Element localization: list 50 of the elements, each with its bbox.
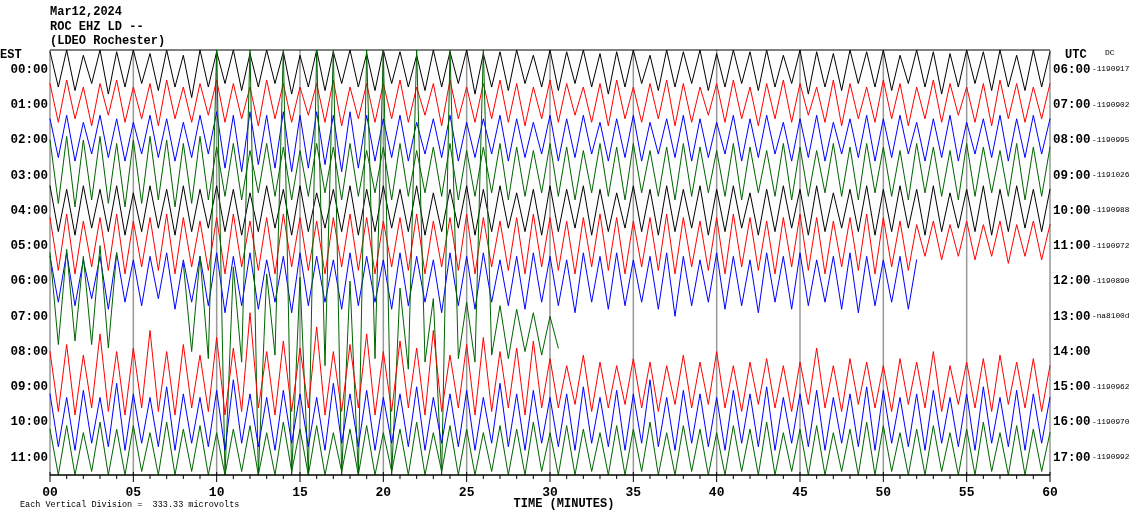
x-tick-label: 25 — [458, 485, 475, 501]
x-tick-label: 55 — [958, 485, 975, 501]
x-tick-label: 40 — [708, 485, 725, 501]
x-tick-label: 20 — [375, 485, 392, 501]
y2-tick-label: 10:00 — [1053, 203, 1091, 218]
y-tick-label: 05:00 — [10, 239, 48, 254]
x-tick-label: 35 — [625, 485, 642, 501]
x-tick-label: 60 — [1042, 485, 1058, 501]
line-series — [49, 312, 1051, 416]
y2-tick-label: 17:00 — [1053, 450, 1091, 465]
text: (LDEO Rochester) — [50, 34, 166, 49]
y2-tick-label: 14:00 — [1053, 344, 1091, 359]
line-series — [49, 252, 918, 317]
y2-tick-label: 08:00 — [1053, 133, 1091, 148]
y-tick-label: 11:00 — [10, 450, 48, 465]
y-axis-title: EST — [0, 48, 22, 63]
line-series — [49, 185, 1051, 236]
y-tick-label: 00:00 — [10, 62, 48, 77]
y2-axis-title: UTC — [1065, 48, 1087, 63]
x-tick-label: 10 — [208, 485, 225, 501]
y2-tick-label: 16:00 — [1053, 415, 1091, 430]
line-series — [49, 379, 1051, 451]
y2-tick-label: 07:00 — [1053, 97, 1091, 112]
chart-subtitle: ROC EHZ LD -- — [50, 20, 144, 35]
y-tick-label: 06:00 — [10, 274, 48, 289]
text: Each Vertical Division = 333.33 microvolts — [20, 500, 240, 511]
line-series — [49, 111, 1051, 173]
y2-tick-label: 13:00 — [1053, 309, 1091, 324]
y-tick-label: 10:00 — [10, 415, 48, 430]
x-tick-label: 50 — [875, 485, 892, 501]
y-tick-label: 09:00 — [10, 380, 48, 395]
y-tick-label: 03:00 — [10, 168, 48, 183]
x-tick-label: 45 — [792, 485, 808, 501]
line-series — [49, 213, 1051, 275]
x-tick-label: 00 — [42, 485, 58, 501]
y2-tick-label: 11:00 — [1053, 239, 1091, 254]
line-series — [49, 79, 1051, 127]
y2-tick-label: 12:00 — [1053, 274, 1091, 289]
y-tick-label: 04:00 — [10, 203, 48, 218]
y-tick-label: 02:00 — [10, 133, 48, 148]
y-tick-label: 01:00 — [10, 97, 48, 112]
x-tick-label: 05 — [125, 485, 142, 501]
text: DC — [1105, 48, 1115, 58]
y-tick-label: 07:00 — [10, 309, 48, 324]
x-tick-label: 15 — [292, 485, 308, 501]
y2-tick-label: 15:00 — [1053, 380, 1091, 395]
y-tick-label: 08:00 — [10, 344, 48, 359]
y2-tick-label: 09:00 — [1053, 168, 1091, 183]
chart-title: Mar12,2024 — [50, 5, 123, 20]
y2-tick-label: 06:00 — [1053, 62, 1091, 77]
